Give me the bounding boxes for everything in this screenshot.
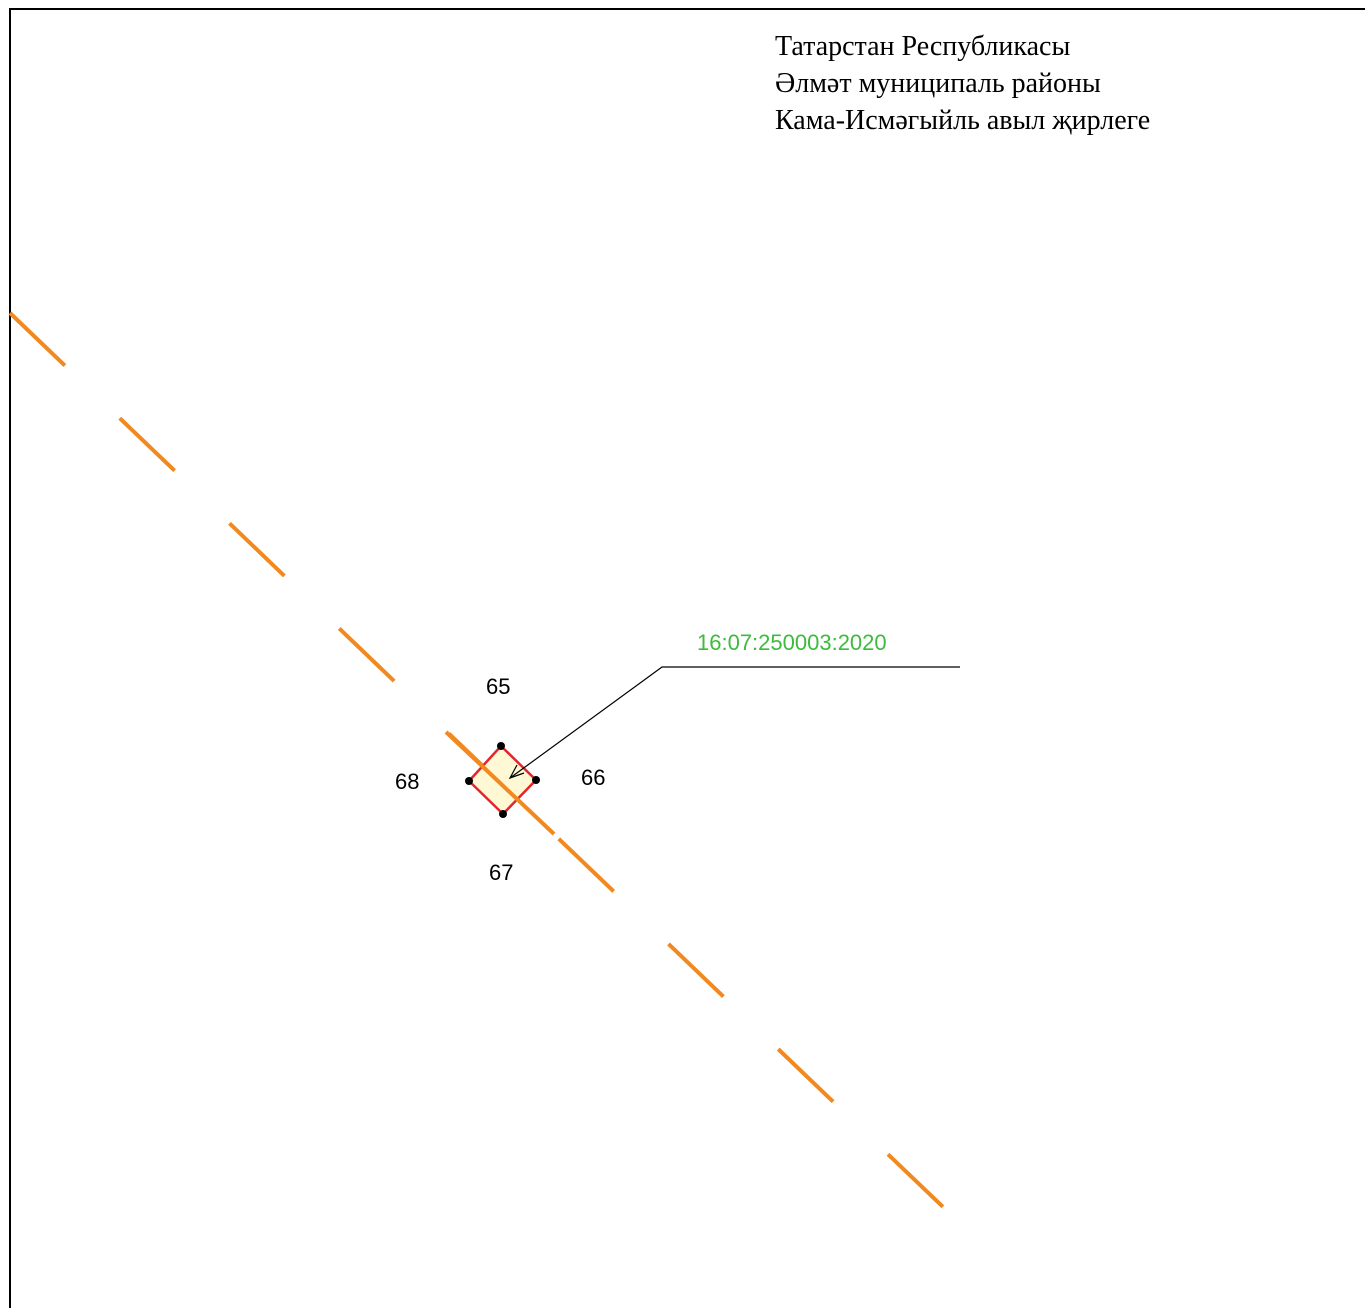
cadastral-number-label[interactable]: 16:07:250003:2020 [697,630,887,655]
point-label-65: 65 [486,674,511,699]
header-line-republic: Татарстан Республикасы [775,31,1071,62]
header-line-settlement: Кама-Исмәгыйль авыл җирлеге [775,105,1151,136]
leader-line [509,666,960,779]
leader-arrow-icon [508,764,525,780]
vertex-point-68[interactable] [465,777,473,785]
vertex-point-67[interactable] [499,810,507,818]
point-label-67: 67 [489,860,514,885]
boundary-line-crossing [444,730,556,836]
vertex-point-65[interactable] [497,742,505,750]
parcel-polygon[interactable] [467,744,538,816]
map-header: Татарстан Республикасы Әлмәт муниципаль … [775,28,1150,139]
point-label-68: 68 [395,769,420,794]
header-line-district: Әлмәт муниципаль районы [775,68,1101,99]
map-frame [9,8,1365,1308]
point-label-66: 66 [581,765,606,790]
vertex-point-66[interactable] [532,776,540,784]
